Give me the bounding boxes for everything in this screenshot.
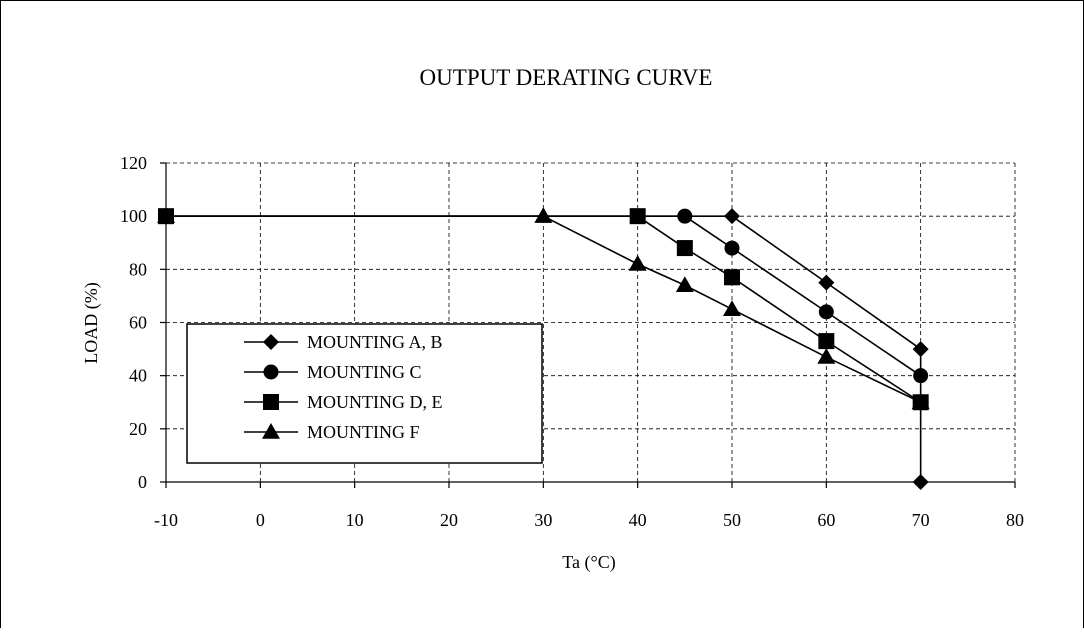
marker-triangle [675, 276, 694, 293]
series [157, 207, 930, 490]
marker-triangle [723, 300, 741, 316]
y-tick-label: 80 [129, 259, 147, 279]
y-axis-label: LOAD (%) [81, 282, 102, 363]
x-tick-label: 10 [346, 510, 364, 530]
y-tick-label: 40 [129, 366, 147, 386]
y-tick-label: 100 [120, 206, 147, 226]
legend: MOUNTING A, B MOUNTING C MOUNTING D, E MOUN… [186, 323, 543, 464]
marker-diamond [724, 208, 740, 225]
marker-triangle [817, 348, 836, 364]
legend-item: MOUNTING F [244, 422, 420, 442]
x-tick-label: -10 [154, 510, 178, 530]
marker-diamond [912, 341, 929, 358]
marker-circle [724, 240, 740, 256]
marker-diamond [912, 474, 929, 490]
chart-title: OUTPUT DERATING CURVE [420, 65, 713, 90]
x-tick-label: 0 [256, 510, 265, 530]
x-tick-label: 30 [534, 510, 552, 530]
marker-circle [818, 304, 834, 320]
y-tick-label: 20 [129, 419, 147, 439]
marker-square [818, 333, 835, 350]
legend-box [186, 323, 543, 464]
marker-diamond [158, 208, 174, 225]
legend-label: MOUNTING C [307, 362, 422, 382]
legend-item: MOUNTING A, B [244, 332, 443, 352]
legend-item: MOUNTING D, E [244, 392, 442, 412]
marker-square [263, 394, 279, 410]
marker-triangle [262, 423, 280, 439]
x-tick-label: 20 [440, 510, 458, 530]
x-tick-label: 80 [1006, 510, 1024, 530]
marker-square [724, 269, 740, 286]
x-tick-label: 40 [629, 510, 647, 530]
series-diamond [158, 208, 929, 490]
marker-triangle [534, 207, 553, 223]
x-axis-label: Ta (°C) [562, 552, 615, 573]
marker-diamond [818, 274, 835, 291]
legend-item: MOUNTING C [244, 362, 422, 382]
marker-square [676, 240, 693, 257]
x-tick-label: 70 [912, 510, 930, 530]
marker-circle [263, 364, 279, 380]
y-tick-label: 120 [120, 153, 147, 173]
x-tick-label: 50 [723, 510, 741, 530]
y-tick-label: 60 [129, 313, 147, 333]
tick-labels: -10 0 10 20 30 40 50 60 70 80 0 20 40 60 80 100 120 [120, 153, 1024, 530]
y-tick-label: 0 [138, 472, 147, 492]
legend-label: MOUNTING D, E [307, 392, 442, 412]
x-tick-label: 60 [817, 510, 835, 530]
legend-label: MOUNTING A, B [307, 332, 443, 352]
marker-triangle [628, 255, 647, 271]
legend-label: MOUNTING F [307, 422, 420, 442]
marker-diamond [263, 334, 279, 350]
